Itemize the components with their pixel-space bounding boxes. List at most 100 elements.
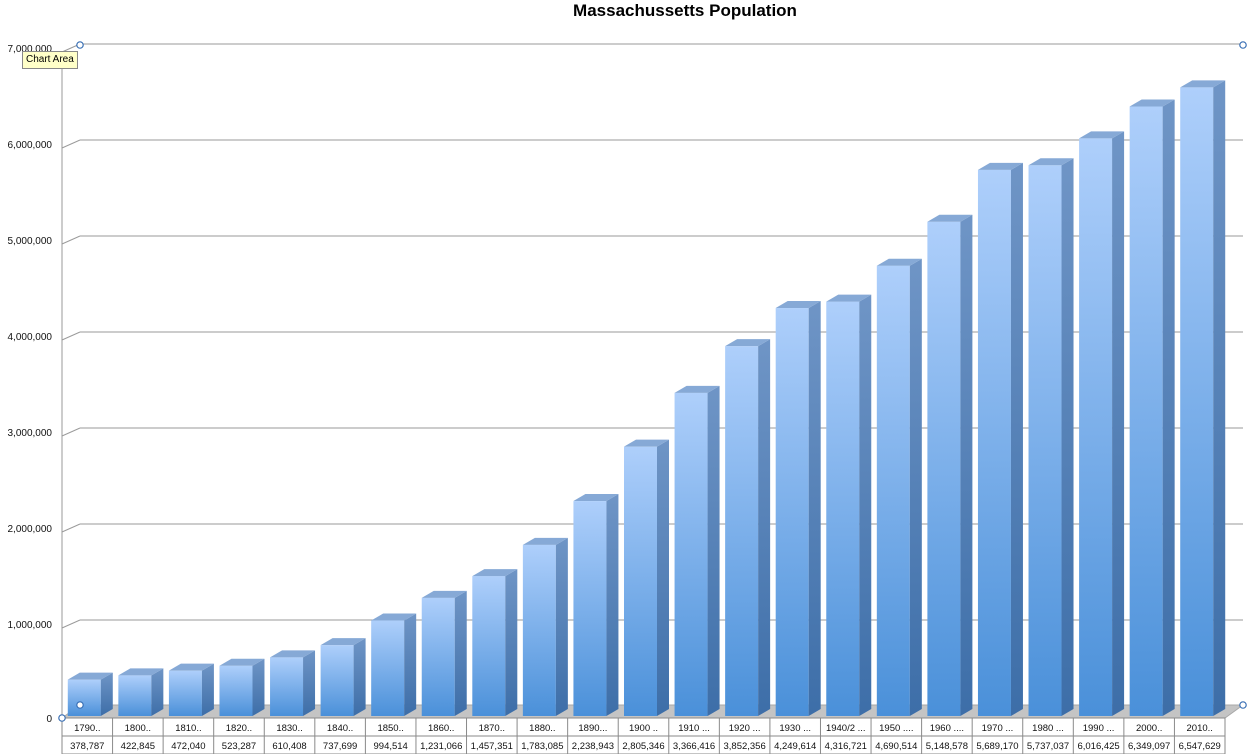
- data-table: 1790.. 378,787 1800.. 422,845 1810.. 472,040 1…: [61, 717, 1226, 754]
- x-tick-label: 1920 ...: [729, 723, 761, 734]
- bar[interactable]: [168, 663, 214, 716]
- bar[interactable]: [624, 439, 669, 716]
- data-label: 378,787: [70, 741, 104, 752]
- bar-top: [1129, 99, 1175, 107]
- bar-side: [859, 294, 872, 716]
- bar[interactable]: [775, 301, 821, 716]
- bar-top: [168, 663, 214, 671]
- data-label: 994,514: [374, 741, 408, 752]
- bar[interactable]: [472, 569, 518, 716]
- data-label: 1,783,085: [521, 741, 563, 752]
- x-tick-label: 1800..: [125, 723, 151, 734]
- bar-top: [927, 214, 973, 222]
- x-tick-label: 1870..: [479, 723, 505, 734]
- bars[interactable]: [67, 80, 1226, 717]
- bar-top: [118, 668, 164, 676]
- selection-handles[interactable]: [58, 41, 1247, 722]
- bar-front: [320, 645, 354, 716]
- y-tick-label: 6,000,000: [8, 140, 53, 151]
- bar-side: [303, 650, 316, 716]
- data-label: 422,845: [121, 741, 155, 752]
- bar[interactable]: [927, 214, 973, 716]
- bar[interactable]: [1129, 99, 1175, 716]
- selection-handle[interactable]: [76, 701, 84, 709]
- bar-side: [151, 668, 164, 716]
- bar[interactable]: [1079, 131, 1125, 716]
- bar-side: [1162, 99, 1175, 716]
- bar-side: [657, 439, 669, 716]
- data-label: 2,805,346: [622, 741, 664, 752]
- data-label: 5,148,578: [926, 741, 968, 752]
- bar-side: [960, 214, 973, 716]
- bar[interactable]: [421, 590, 467, 716]
- y-tick-label: 4,000,000: [8, 332, 53, 343]
- x-tick-label: 1840..: [327, 723, 353, 734]
- bar[interactable]: [371, 613, 417, 716]
- bar[interactable]: [320, 638, 366, 716]
- bar-top: [421, 590, 467, 598]
- data-label: 6,016,425: [1077, 741, 1119, 752]
- bar-front: [219, 665, 253, 716]
- bar-top: [775, 301, 821, 309]
- gridline-depth: [61, 523, 81, 533]
- data-label: 523,287: [222, 741, 256, 752]
- x-tick-label: 1940/2 ...: [826, 723, 866, 734]
- bar[interactable]: [1180, 80, 1226, 716]
- selection-handle[interactable]: [1239, 701, 1247, 709]
- x-tick-label: 1850..: [377, 723, 403, 734]
- bar[interactable]: [67, 672, 113, 716]
- bar[interactable]: [674, 385, 720, 716]
- bar-side: [252, 658, 265, 716]
- selection-handle[interactable]: [58, 714, 66, 722]
- chart-area-tooltip: Chart Area: [22, 51, 78, 69]
- bar-front: [674, 392, 708, 716]
- data-label: 3,852,356: [723, 741, 765, 752]
- bar[interactable]: [826, 294, 872, 716]
- bar-side: [353, 638, 366, 716]
- data-label: 4,316,721: [825, 741, 867, 752]
- bar-front: [168, 670, 202, 716]
- bar-top: [725, 339, 771, 347]
- bar-side: [707, 385, 720, 716]
- selection-handle[interactable]: [1239, 41, 1247, 49]
- data-label: 5,689,170: [976, 741, 1018, 752]
- y-axis: 0 1,000,000 2,000,000 3,000,000 4,000,000 5,0…: [8, 44, 63, 725]
- bar-front: [725, 346, 759, 716]
- bar[interactable]: [270, 650, 316, 716]
- bar-top: [219, 658, 265, 666]
- bar[interactable]: [1028, 158, 1074, 716]
- selection-handle[interactable]: [76, 41, 84, 49]
- bar-side: [1010, 162, 1023, 717]
- bar-front: [1079, 138, 1113, 716]
- y-tick-label: 0: [46, 714, 52, 725]
- x-tick-label: 1860..: [428, 723, 454, 734]
- bar[interactable]: [977, 162, 1023, 717]
- bar-front: [775, 308, 809, 716]
- bar-front: [624, 446, 657, 716]
- bar-top: [876, 258, 922, 266]
- data-label: 610,408: [272, 741, 306, 752]
- bar[interactable]: [118, 668, 164, 716]
- bar-front: [270, 657, 304, 716]
- bar-top: [371, 613, 417, 621]
- bar-front: [977, 169, 1011, 717]
- gridline-depth: [61, 427, 81, 437]
- data-label: 6,547,629: [1179, 741, 1221, 752]
- data-label: 737,699: [323, 741, 357, 752]
- bar-top: [1028, 158, 1074, 166]
- bar[interactable]: [876, 258, 922, 716]
- x-tick-label: 1950 ....: [879, 723, 913, 734]
- bar-front: [927, 221, 961, 716]
- data-label: 1,231,066: [420, 741, 462, 752]
- bar-side: [1061, 158, 1074, 716]
- y-tick-label: 2,000,000: [8, 524, 53, 535]
- bar[interactable]: [219, 658, 265, 716]
- bar-side: [758, 339, 771, 716]
- data-label: 472,040: [171, 741, 205, 752]
- x-tick-label: 1970 ...: [982, 723, 1014, 734]
- bar[interactable]: [725, 339, 771, 716]
- x-tick-label: 1960 ....: [930, 723, 964, 734]
- bar[interactable]: [522, 537, 568, 716]
- bar[interactable]: [573, 494, 619, 716]
